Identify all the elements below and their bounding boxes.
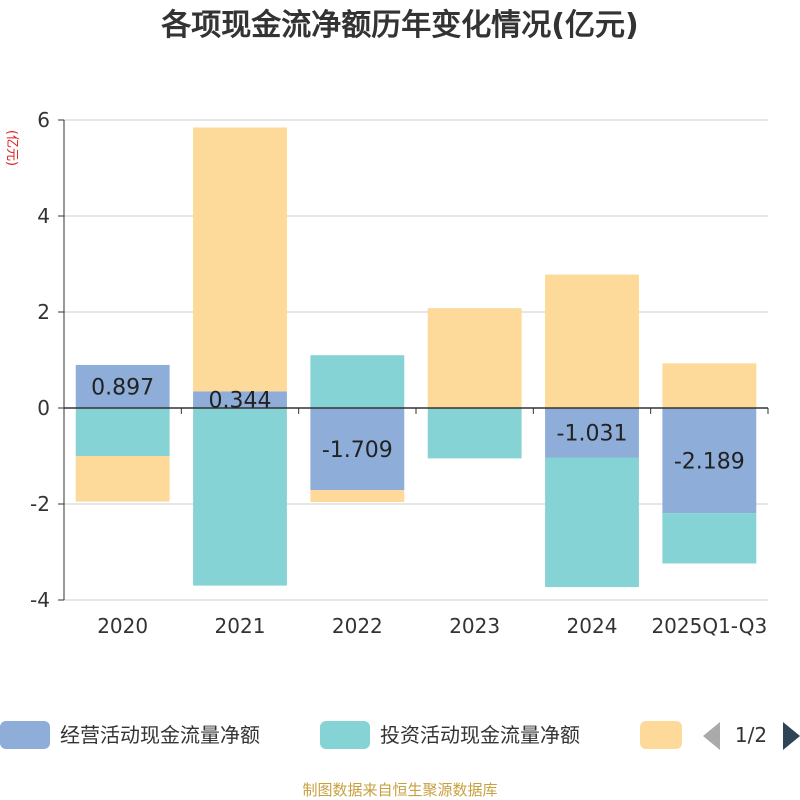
source-footer: 制图数据来自恒生聚源数据库: [302, 781, 497, 799]
legend-label: 投资活动现金流量净额: [380, 723, 580, 747]
legend-prev-icon[interactable]: [703, 722, 720, 750]
bar-segment: [193, 391, 287, 408]
axes: -4 -2 0 2 4 6 2020 2021 2022 2023 2024 2025Q1-Q3: [30, 108, 769, 638]
legend[interactable]: 经营活动现金流量净额 投资活动现金流量净额 1/2: [0, 721, 800, 750]
bar-segment: [310, 355, 405, 408]
x-tick-label: 2024: [567, 614, 618, 638]
legend-next-icon[interactable]: [783, 722, 800, 750]
y-tick-label: -2: [30, 492, 50, 516]
bar-segment: [662, 513, 757, 564]
bar-segment: [545, 408, 639, 458]
bar-segment: [75, 408, 170, 456]
bar-segment: [427, 408, 522, 459]
bar-segment: [427, 308, 522, 408]
bar-segment: [193, 408, 287, 586]
bar-segment: [75, 364, 170, 408]
legend-label: 经营活动现金流量净额: [60, 723, 260, 747]
data-label: -1.031: [557, 422, 628, 447]
x-tick-label: 2020: [97, 614, 148, 638]
data-label: 0.897: [91, 375, 154, 400]
y-axis-unit: (亿元): [4, 130, 19, 166]
x-tick-label: 2022: [332, 614, 383, 638]
bar-segment: [75, 456, 170, 502]
bar-segment: [662, 363, 757, 408]
bar-segment: [545, 274, 639, 408]
bar-segment: [662, 408, 757, 514]
y-tick-label: 2: [37, 300, 50, 324]
data-label: -2.189: [674, 450, 745, 475]
grid-lines: [64, 119, 768, 601]
x-tick-label: 2023: [449, 614, 500, 638]
legend-swatch: [640, 721, 682, 749]
legend-page-indicator: 1/2: [735, 723, 767, 747]
x-tick-label: 2021: [215, 614, 266, 638]
legend-swatch: [320, 721, 370, 749]
bar-segment: [310, 408, 405, 491]
x-tick-label: 2025Q1-Q3: [651, 614, 767, 638]
chart-title: 各项现金流净额历年变化情况(亿元): [160, 8, 638, 43]
y-tick-label: 6: [37, 108, 50, 132]
bars: [75, 127, 757, 588]
legend-swatch: [0, 721, 50, 749]
bar-segment: [545, 457, 639, 588]
y-tick-label: 4: [37, 204, 50, 228]
bar-segment: [310, 490, 405, 503]
y-tick-label: 0: [37, 396, 50, 420]
data-label: -1.709: [322, 438, 393, 463]
data-labels: 0.897 0.344 -1.709 -1.031 -2.189: [91, 375, 745, 474]
bar-segment: [193, 127, 287, 392]
y-tick-label: -4: [30, 588, 50, 612]
data-label: 0.344: [209, 389, 272, 414]
